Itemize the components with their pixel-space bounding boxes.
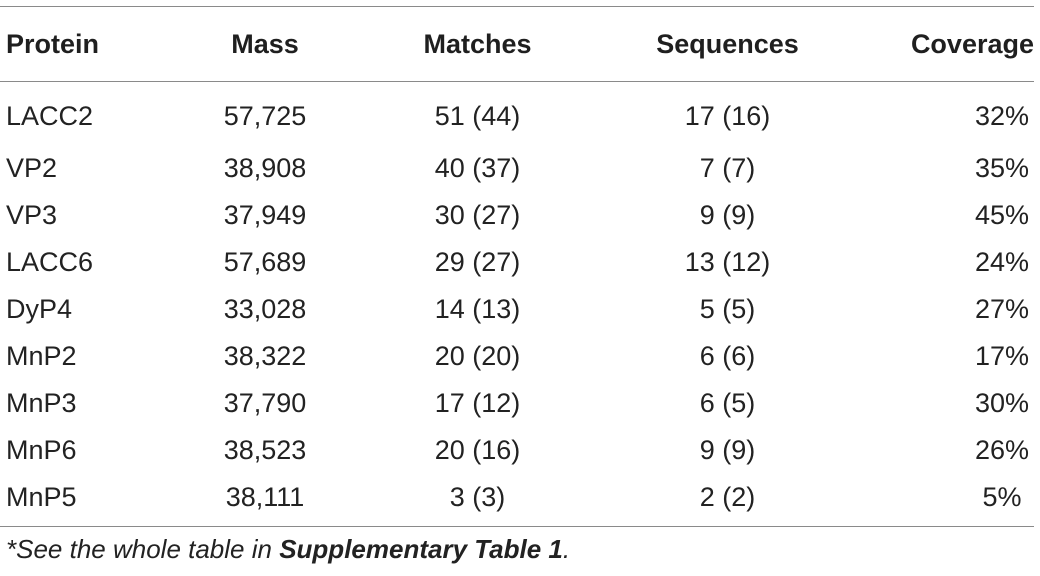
cell-coverage: 24% [974,247,1030,277]
cell-matches: 29 (27) [434,247,521,277]
cell-coverage: 45% [974,200,1030,230]
cell-protein: LACC6 [6,247,94,277]
cell-sequences: 9 (9) [699,200,756,230]
cell-matches: 20 (20) [434,341,521,371]
cell-coverage: 32% [974,100,1030,131]
cell-mass: 37,790 [223,388,307,418]
cell-mass: 57,689 [223,247,307,277]
cell-sequences: 5 (5) [699,294,756,324]
cell-sequences: 9 (9) [699,435,756,465]
cell-matches: 51 (44) [434,100,521,131]
cell-matches: 17 (12) [434,388,521,418]
cell-protein: VP2 [6,153,58,183]
table-row: VP2 38,908 40 (37) 7 (7) 35% [0,145,1034,192]
cell-mass: 57,725 [223,100,307,131]
cell-coverage: 27% [974,294,1030,324]
header-coverage: Coverage [910,28,1034,59]
table-body: LACC2 57,725 51 (44) 17 (16) 32% VP2 38,… [0,81,1034,521]
cell-sequences: 17 (16) [684,100,771,131]
cell-sequences: 13 (12) [684,247,771,277]
table-row: MnP3 37,790 17 (12) 6 (5) 30% [0,380,1034,427]
cell-protein: MnP5 [6,482,77,512]
table-row: VP3 37,949 30 (27) 9 (9) 45% [0,192,1034,239]
table-bottom-rule [0,526,1034,527]
cell-coverage: 30% [974,388,1030,418]
header-protein: Protein [6,28,100,59]
header-sequences: Sequences [656,28,799,59]
cell-protein: MnP6 [6,435,77,465]
cell-sequences: 7 (7) [699,153,756,183]
table-row: DyP4 33,028 14 (13) 5 (5) 27% [0,286,1034,333]
cell-protein: DyP4 [6,294,73,324]
table-top-rule [0,6,1034,7]
cell-mass: 38,111 [225,482,305,512]
cell-matches: 30 (27) [434,200,521,230]
cell-protein: MnP2 [6,341,77,371]
cell-matches: 40 (37) [434,153,521,183]
table-row: MnP5 38,111 3 (3) 2 (2) 5% [0,474,1034,521]
cell-matches: 3 (3) [449,482,506,512]
cell-mass: 38,523 [223,435,307,465]
cell-mass: 33,028 [223,294,307,324]
header-mass: Mass [231,28,299,59]
cell-coverage: 17% [974,341,1030,371]
cell-mass: 37,949 [223,200,307,230]
cell-coverage: 5% [982,482,1022,512]
cell-protein: MnP3 [6,388,77,418]
cell-sequences: 6 (6) [699,341,756,371]
cell-matches: 20 (16) [434,435,521,465]
cell-protein: LACC2 [6,100,94,131]
table-header-row: Protein Mass Matches Sequences Coverage [0,7,1034,81]
footnote-suffix: . [562,534,571,564]
table-footnote: *See the whole table in Supplementary Ta… [6,534,570,565]
table-row: LACC2 57,725 51 (44) 17 (16) 32% [0,81,1034,145]
supplementary-table-link[interactable]: Supplementary Table 1 [279,534,563,564]
cell-mass: 38,908 [223,153,307,183]
cell-mass: 38,322 [223,341,307,371]
cell-protein: VP3 [6,200,58,230]
table-header-rule [0,81,1034,82]
cell-matches: 14 (13) [434,294,521,324]
table-row: LACC6 57,689 29 (27) 13 (12) 24% [0,239,1034,286]
header-matches: Matches [423,28,532,59]
footnote-prefix: *See the whole table in [6,534,280,564]
table-row: MnP2 38,322 20 (20) 6 (6) 17% [0,333,1034,380]
protein-table: Protein Mass Matches Sequences Coverage … [0,7,1034,521]
cell-sequences: 2 (2) [699,482,756,512]
table-row: MnP6 38,523 20 (16) 9 (9) 26% [0,427,1034,474]
cell-coverage: 26% [974,435,1030,465]
cell-coverage: 35% [974,153,1030,183]
cell-sequences: 6 (5) [699,388,756,418]
